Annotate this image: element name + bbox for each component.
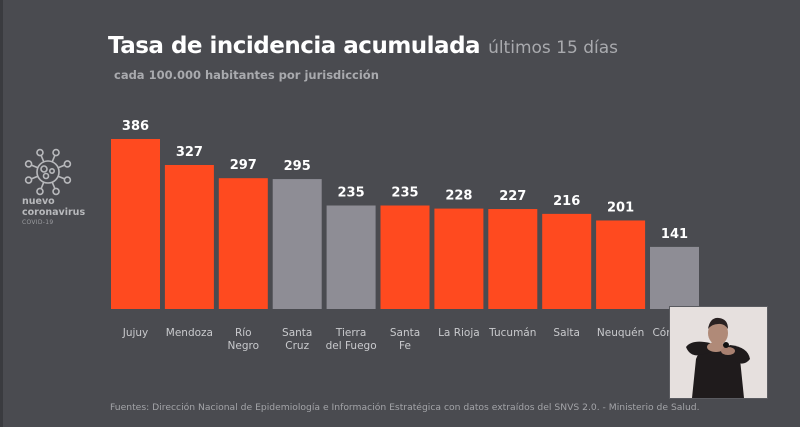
chart-title-main: Tasa de incidencia acumulada	[108, 33, 481, 59]
value-label-santa-fe: 235	[391, 186, 418, 201]
bar-neuquen	[596, 220, 646, 309]
chart-subtitle: cada 100.000 habitantes por jurisdicción	[114, 68, 379, 82]
category-label-salta: Salta	[553, 327, 580, 339]
category-label-rio-negro-line2: Negro	[228, 340, 260, 352]
chart-title-period: últimos 15 días	[488, 38, 618, 58]
value-label-rio-negro: 297	[230, 158, 257, 173]
left-edge	[0, 0, 3, 427]
category-label-santa-fe-line2: Fe	[399, 340, 411, 352]
bar-tierra-del-fuego	[326, 205, 376, 309]
category-label-tierra-del-fuego-line2: del Fuego	[326, 340, 377, 352]
category-label-rio-negro-line1: Río	[235, 327, 252, 339]
bar-jujuy	[111, 139, 160, 309]
category-label-santa-cruz-line2: Cruz	[285, 340, 309, 352]
value-label-la-rioja: 228	[445, 189, 472, 204]
value-label-neuquen: 201	[607, 200, 634, 215]
value-label-tierra-del-fuego: 235	[338, 186, 365, 201]
value-label-santa-cruz: 295	[284, 159, 311, 174]
interpreter-video-inset	[670, 307, 767, 398]
bar-rio-negro	[218, 178, 268, 309]
covid-logo: nuevo coronavirus COVID-19	[22, 146, 92, 227]
bar-santa-fe	[380, 205, 430, 309]
logo-line-covid19: COVID-19	[22, 219, 54, 226]
category-label-la-rioja: La Rioja	[438, 327, 480, 339]
bar-la-rioja	[434, 208, 484, 309]
bar-mendoza	[164, 164, 214, 309]
value-label-cordoba: 141	[661, 227, 688, 242]
bar-santa-cruz	[272, 179, 322, 309]
category-label-neuquen: Neuquén	[597, 327, 644, 339]
value-label-mendoza: 327	[176, 145, 203, 160]
category-label-santa-cruz-line1: Santa	[282, 327, 312, 339]
value-label-tucuman: 227	[499, 189, 526, 204]
logo-line-nuevo: nuevo	[22, 196, 55, 207]
bar-salta	[542, 213, 592, 309]
category-label-tierra-del-fuego-line1: Tierra	[335, 327, 366, 339]
source-footnote: Fuentes: Dirección Nacional de Epidemiol…	[110, 402, 700, 413]
bar-tucuman	[488, 209, 538, 309]
coronavirus-icon	[24, 148, 72, 196]
category-label-jujuy: Jujuy	[122, 327, 149, 339]
value-label-salta: 216	[553, 194, 580, 209]
category-label-mendoza: Mendoza	[166, 327, 213, 339]
value-label-jujuy: 386	[122, 119, 149, 134]
category-label-santa-fe-line1: Santa	[390, 327, 420, 339]
logo-line-coronavirus: coronavirus	[22, 207, 86, 218]
interpreter-figure	[670, 307, 767, 398]
chart-title: Tasa de incidencia acumulada últimos 15 d…	[108, 33, 618, 59]
category-label-tucuman: Tucumán	[488, 327, 536, 339]
bar-cordoba	[650, 246, 699, 309]
